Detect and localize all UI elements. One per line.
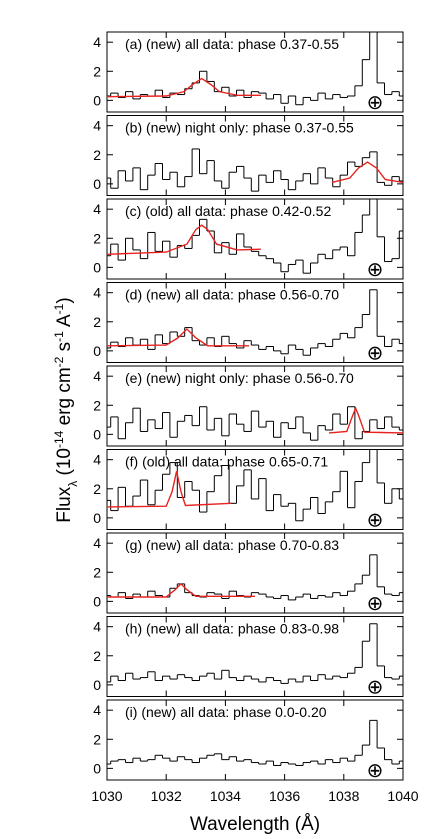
y-tick-label: 0	[93, 343, 101, 359]
x-tick-label: 1036	[269, 788, 300, 804]
y-tick-label: 0	[93, 593, 101, 609]
y-tick-label: 4	[93, 118, 101, 134]
y-tick-label: 4	[93, 34, 101, 50]
spectrum	[107, 623, 403, 684]
earth-symbol: ⊕	[367, 259, 384, 281]
y-tick-label: 0	[93, 92, 101, 108]
spectrum	[107, 32, 403, 106]
earth-symbol: ⊕	[367, 343, 384, 365]
y-tick-label: 4	[93, 285, 101, 301]
fit-curve	[328, 406, 403, 434]
y-tick-label: 2	[93, 314, 101, 330]
fit-curve	[107, 328, 250, 347]
y-axis-label: Fluxλ (10-14 erg cm-2 s-1 A-1)	[52, 297, 80, 522]
y-label-part: A	[54, 314, 75, 331]
y-tick-label: 2	[93, 564, 101, 580]
panel-frame	[106, 699, 404, 781]
y-tick-label: 0	[93, 510, 101, 526]
y-tick-label: 4	[93, 535, 101, 551]
y-label-part: -1	[52, 303, 66, 314]
panel-frame	[106, 365, 404, 447]
panel-title: (h) (new) all data: phase 0.83-0.98	[125, 621, 339, 637]
panel-title: (i) (new) all data: phase 0.0-0.20	[125, 704, 327, 720]
y-tick-label: 0	[93, 176, 101, 192]
y-tick-label: 4	[93, 368, 101, 384]
y-tick-label: 0	[93, 259, 101, 275]
y-label-part: )	[54, 297, 75, 303]
panel-title: (f) (old) all data: phase 0.65-0.71	[125, 454, 328, 470]
panel-frame	[106, 31, 404, 113]
y-tick-label: 2	[93, 63, 101, 79]
y-tick-label: 4	[93, 702, 101, 718]
y-tick-label: 2	[93, 648, 101, 664]
y-tick-label: 4	[93, 201, 101, 217]
panel-frame	[106, 282, 404, 363]
spectrum	[107, 148, 403, 192]
earth-symbol: ⊕	[367, 760, 384, 782]
fit-curve	[107, 471, 232, 508]
spectrum	[107, 554, 403, 601]
panel-frame	[106, 532, 404, 614]
spectrum	[107, 289, 403, 356]
panel-title: (d) (new) all data: phase 0.56-0.70	[125, 287, 339, 303]
x-tick-label: 1034	[210, 788, 241, 804]
panel-frame	[106, 449, 404, 530]
y-label-part: Flux	[54, 486, 75, 522]
y-tick-label: 0	[93, 677, 101, 693]
panel-title: (c) (old) all data: phase 0.42-0.52	[125, 203, 331, 219]
y-tick-label: 0	[93, 760, 101, 776]
fit-curve	[107, 77, 261, 98]
spectrum	[107, 719, 403, 766]
y-label-part: -2	[52, 356, 66, 367]
x-tick-label: 1038	[328, 788, 359, 804]
earth-symbol: ⊕	[367, 510, 384, 532]
y-tick-label: 2	[93, 397, 101, 413]
earth-symbol: ⊕	[367, 677, 384, 699]
y-tick-label: 4	[93, 619, 101, 635]
y-label-part: -14	[52, 430, 66, 448]
earth-symbol: ⊕	[367, 92, 384, 114]
y-tick-label: 2	[93, 230, 101, 246]
earth-symbol: ⊕	[367, 593, 384, 615]
y-label-part: λ	[66, 481, 80, 487]
panel-title: (e) (new) night only: phase 0.56-0.70	[125, 370, 354, 386]
x-tick-label: 1040	[387, 788, 418, 804]
x-tick-label: 1032	[151, 788, 182, 804]
fit-curve	[107, 582, 255, 598]
y-label-part: (10	[54, 448, 75, 481]
fit-curve	[331, 161, 403, 184]
y-tick-label: 2	[93, 147, 101, 163]
panel-title: (a) (new) all data: phase 0.37-0.55	[125, 36, 339, 52]
y-tick-label: 0	[93, 426, 101, 442]
x-tick-label: 1030	[91, 788, 122, 804]
x-axis-label: Wavelength (Å)	[190, 814, 320, 835]
spectrum	[107, 199, 403, 274]
panel-title: (g) (new) all data: phase 0.70-0.83	[125, 537, 339, 553]
panel-title: (b) (new) night only: phase 0.37-0.55	[125, 120, 354, 136]
y-tick-label: 2	[93, 731, 101, 747]
panel-frame	[106, 616, 404, 697]
fit-curve	[107, 224, 261, 255]
y-tick-label: 2	[93, 481, 101, 497]
y-tick-label: 4	[93, 452, 101, 468]
y-label-part: -1	[52, 331, 66, 342]
panel-frame	[106, 198, 404, 280]
spectrum	[107, 449, 403, 522]
y-label-part: s	[54, 342, 75, 357]
spectrum	[107, 406, 403, 441]
panel-frame	[106, 115, 404, 196]
y-label-part: erg cm	[54, 367, 75, 430]
